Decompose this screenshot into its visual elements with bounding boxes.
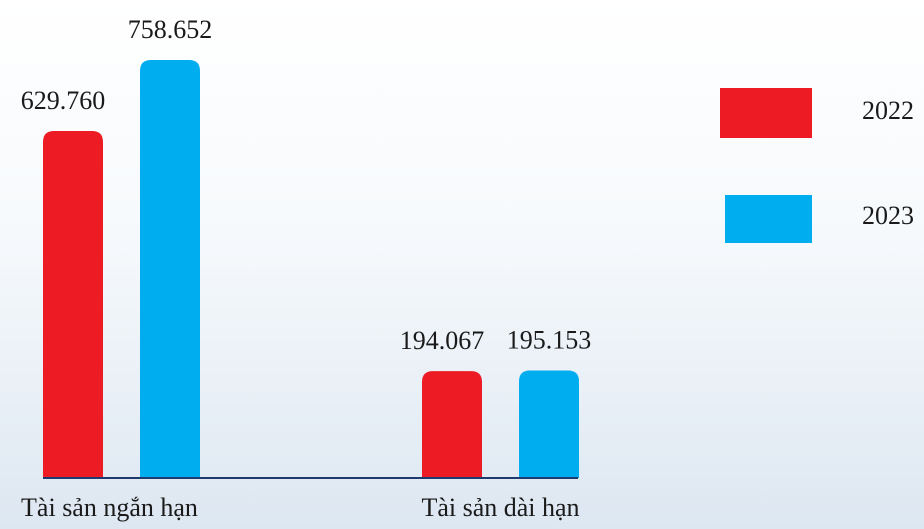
bar (140, 60, 200, 478)
bar (519, 370, 579, 478)
bar (43, 131, 103, 479)
value-label: 629.760 (21, 86, 106, 115)
legend-swatch (720, 88, 812, 138)
x-tick-label: Tài sản dài hạn (421, 493, 579, 522)
x-tick-label: Tài sản ngắn hạn (21, 493, 198, 522)
value-label: 758.652 (128, 15, 213, 44)
legend-label: 2023 (862, 201, 914, 230)
legend-swatch (725, 195, 812, 243)
value-label: 194.067 (400, 326, 485, 355)
legend-label: 2022 (862, 96, 914, 125)
bar (422, 371, 482, 478)
value-label: 195.153 (507, 325, 592, 354)
